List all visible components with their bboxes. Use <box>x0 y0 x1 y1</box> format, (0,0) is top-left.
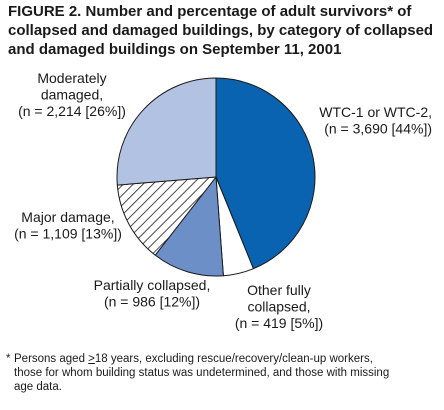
slice-label-wtc-1-or-wtc-2: WTC-1 or WTC-2, (n = 3,690 [44%]) <box>319 104 432 137</box>
footnote: * Persons aged >18 years, excluding resc… <box>6 352 438 394</box>
pie-slice-major-damage <box>116 176 217 256</box>
footnote-mark: * <box>6 353 11 365</box>
slice-label-line: Other fully <box>247 282 311 298</box>
geq-symbol: > <box>88 353 95 365</box>
slice-label-line: (n = 1,109 [13%]) <box>14 226 122 242</box>
slice-label-line: Major damage, <box>21 209 114 225</box>
slice-label-moderately-damaged: Moderately damaged, (n = 2,214 [26%]) <box>18 70 126 119</box>
pie-slices <box>116 77 316 277</box>
figure-title: FIGURE 2. Number and percentage of adult… <box>8 2 440 59</box>
footnote-line-1-start: Persons aged <box>14 353 89 365</box>
slice-label-line: (n = 2,214 [26%]) <box>18 103 126 119</box>
slice-label-line: damaged, <box>41 87 103 103</box>
slice-label-line: (n = 419 [5%]) <box>235 315 323 331</box>
pie-slice-wtc-1-or-wtc-2 <box>215 77 316 270</box>
figure-title-line-3: and damaged buildings on September 11, 2… <box>8 41 342 58</box>
slice-label-line: Partially collapsed, <box>94 277 211 293</box>
slice-label-line: (n = 3,690 [44%]) <box>324 121 432 137</box>
slice-label-line: WTC-1 or WTC-2, <box>319 104 432 120</box>
footnote-line-3: age data. <box>14 381 62 393</box>
figure-title-line-1: FIGURE 2. Number and percentage of adult… <box>8 3 412 20</box>
slice-label-line: collapsed, <box>247 299 310 315</box>
pie-slice-moderately-damaged <box>116 77 217 186</box>
footnote-line-1-end: 18 years, excluding rescue/recovery/clea… <box>94 353 373 365</box>
slice-label-partially-collapsed: Partially collapsed, (n = 986 [12%]) <box>94 277 211 310</box>
slice-label-major-damage: Major damage, (n = 1,109 [13%]) <box>14 209 122 242</box>
footnote-line-2: those for whom building status was undet… <box>14 367 390 379</box>
figure-title-line-2: collapsed and damaged buildings, by cate… <box>8 22 434 39</box>
footnote-body: Persons aged >18 years, excluding rescue… <box>6 352 438 394</box>
slice-label-line: Moderately <box>37 70 106 86</box>
pie-slice-partially-collapsed <box>154 176 224 277</box>
pie-chart: WTC-1 or WTC-2, (n = 3,690 [44%]) Other fu… <box>14 70 432 331</box>
slice-label-line: (n = 986 [12%]) <box>104 294 200 310</box>
slice-label-other-fully-collapsed: Other fully collapsed, (n = 419 [5%]) <box>235 282 323 331</box>
footnote-line-1: Persons aged >18 years, excluding rescue… <box>14 352 438 366</box>
slice-labels: WTC-1 or WTC-2, (n = 3,690 [44%]) Other fu… <box>14 70 432 331</box>
